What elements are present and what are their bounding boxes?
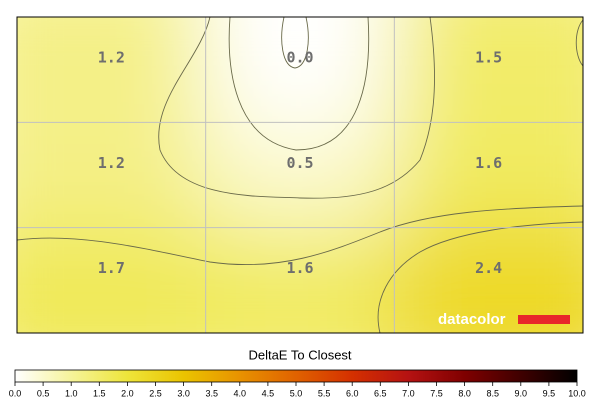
heat-cell <box>205 227 395 333</box>
colorbar-tick-label: 10.0 <box>568 388 586 398</box>
watermark-bar <box>518 315 570 324</box>
colorbar-tick-label: 1.0 <box>65 388 78 398</box>
heat-field <box>17 17 583 333</box>
colorbar-tick-label: 0.0 <box>9 388 22 398</box>
colorbar-ticks: 0.0 0.5 1.0 1.5 2.0 2.5 3.0 3.5 4.0 4.5 5.0 5.5 6.0 6… <box>9 382 586 398</box>
colorbar-tick-label: 8.0 <box>458 388 471 398</box>
cell-label: 1.2 <box>98 154 125 172</box>
heat-cell <box>17 17 206 123</box>
colorbar <box>14 369 578 383</box>
cell-label: 0.5 <box>286 154 313 172</box>
plot-border <box>16 16 584 334</box>
plot-area: 1.2 0.0 1.5 1.2 0.5 1.6 1.7 1.6 2.4 datacolor <box>17 17 583 333</box>
contour <box>228 17 370 151</box>
cell-label: 1.6 <box>475 154 502 172</box>
heat-cell <box>394 122 583 228</box>
colorbar-tick-label: 2.5 <box>149 388 162 398</box>
cell-label: 1.2 <box>98 49 125 67</box>
colorbar-tick-label: 8.5 <box>486 388 499 398</box>
watermark: datacolor <box>438 311 570 328</box>
chart-title: DeltaE To Closest <box>248 347 351 362</box>
contour <box>575 19 583 67</box>
colorbar-tick-label: 6.0 <box>346 388 359 398</box>
colorbar-tick-label: 3.5 <box>205 388 218 398</box>
contours <box>17 17 583 333</box>
cell-label: 1.5 <box>475 49 502 67</box>
colorbar-tick-label: 3.0 <box>177 388 190 398</box>
heat-cell <box>17 122 206 228</box>
colorbar-tick-label: 5.0 <box>290 388 303 398</box>
contour <box>17 205 583 266</box>
contour <box>377 221 583 333</box>
colorbar-tick-label: 5.5 <box>318 388 331 398</box>
colorbar-tick-label: 4.5 <box>262 388 275 398</box>
grid <box>17 17 583 333</box>
heat-cell <box>17 227 206 333</box>
colorbar-tick-label: 2.0 <box>121 388 134 398</box>
colorbar-tick-label: 4.0 <box>234 388 247 398</box>
cell-label: 1.6 <box>286 259 313 277</box>
colorbar-tick-label: 9.0 <box>515 388 528 398</box>
contour <box>158 17 435 199</box>
cell-label: 0.0 <box>286 49 313 67</box>
colorbar-tick-label: 7.0 <box>402 388 415 398</box>
cell-labels: 1.2 0.0 1.5 1.2 0.5 1.6 1.7 1.6 2.4 <box>98 49 502 278</box>
cell-label: 1.7 <box>98 259 125 277</box>
colorbar-tick-label: 7.5 <box>430 388 443 398</box>
colorbar-tick-label: 1.5 <box>93 388 106 398</box>
heat-cell <box>394 17 583 123</box>
colorbar-tick-label: 0.5 <box>37 388 50 398</box>
colorbar-tick-label: 6.5 <box>374 388 387 398</box>
colorbar-tick-label: 9.5 <box>543 388 556 398</box>
cell-label: 2.4 <box>475 259 502 277</box>
heat-cell <box>205 122 395 228</box>
watermark-text: datacolor <box>438 311 506 328</box>
heat-cell <box>205 17 395 123</box>
contour <box>281 17 309 69</box>
